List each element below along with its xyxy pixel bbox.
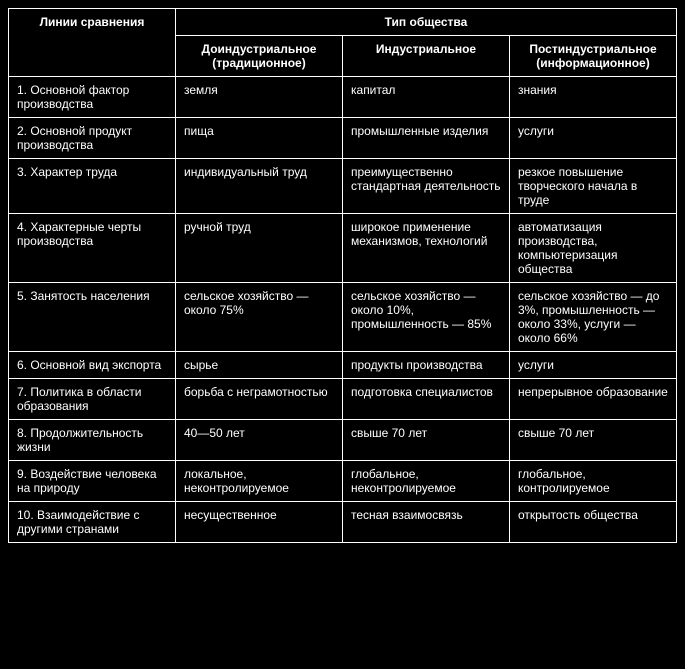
header-postindustrial: Постиндустриальное (информационное) <box>510 36 677 77</box>
cell-preindustrial: пища <box>176 118 343 159</box>
cell-preindustrial: борьба с неграмотностью <box>176 379 343 420</box>
cell-postindustrial: открытость общества <box>510 502 677 543</box>
cell-preindustrial: сырье <box>176 352 343 379</box>
table-row: 2. Основной продукт производства пища пр… <box>9 118 677 159</box>
cell-preindustrial: земля <box>176 77 343 118</box>
row-label: 2. Основной продукт производства <box>9 118 176 159</box>
table-row: 3. Характер труда индивидуальный труд пр… <box>9 159 677 214</box>
cell-industrial: свыше 70 лет <box>343 420 510 461</box>
row-label: 10. Взаимодействие с другими странами <box>9 502 176 543</box>
row-label: 7. Политика в области образования <box>9 379 176 420</box>
cell-industrial: тесная взаимосвязь <box>343 502 510 543</box>
cell-industrial: сельское хозяйство — около 10%, промышле… <box>343 283 510 352</box>
header-society-type: Тип общества <box>176 9 677 36</box>
cell-postindustrial: непрерывное образование <box>510 379 677 420</box>
header-preindustrial: Доиндустриальное (традиционное) <box>176 36 343 77</box>
table-row: 9. Воздействие человека на природу локал… <box>9 461 677 502</box>
cell-postindustrial: услуги <box>510 352 677 379</box>
cell-postindustrial: резкое повышение творческого начала в тр… <box>510 159 677 214</box>
row-label: 8. Продолжительность жизни <box>9 420 176 461</box>
cell-postindustrial: знания <box>510 77 677 118</box>
cell-postindustrial: глобальное, контролируемое <box>510 461 677 502</box>
header-comparison: Линии сравнения <box>9 9 176 77</box>
cell-postindustrial: сельское хозяйство — до 3%, промышленнос… <box>510 283 677 352</box>
table-row: 8. Продолжительность жизни 40—50 лет свы… <box>9 420 677 461</box>
cell-preindustrial: несущественное <box>176 502 343 543</box>
row-label: 3. Характер труда <box>9 159 176 214</box>
table-row: 7. Политика в области образования борьба… <box>9 379 677 420</box>
row-label: 4. Характерные черты производства <box>9 214 176 283</box>
cell-postindustrial: свыше 70 лет <box>510 420 677 461</box>
cell-industrial: глобальное, неконтролируемое <box>343 461 510 502</box>
cell-industrial: капитал <box>343 77 510 118</box>
row-label: 1. Основной фактор производства <box>9 77 176 118</box>
row-label: 6. Основной вид экспорта <box>9 352 176 379</box>
cell-preindustrial: индивидуальный труд <box>176 159 343 214</box>
table-header: Линии сравнения Тип общества Доиндустриа… <box>9 9 677 77</box>
society-types-table: Линии сравнения Тип общества Доиндустриа… <box>8 8 677 543</box>
cell-preindustrial: сельское хозяйство — около 75% <box>176 283 343 352</box>
cell-postindustrial: услуги <box>510 118 677 159</box>
table-row: 10. Взаимодействие с другими странами не… <box>9 502 677 543</box>
table-body: 1. Основной фактор производства земля ка… <box>9 77 677 543</box>
row-label: 9. Воздействие человека на природу <box>9 461 176 502</box>
cell-preindustrial: локальное, неконтролируемое <box>176 461 343 502</box>
table-row: 5. Занятость населения сельское хозяйств… <box>9 283 677 352</box>
cell-industrial: продукты производства <box>343 352 510 379</box>
cell-industrial: преимущественно стандартная деятельность <box>343 159 510 214</box>
table-row: 4. Характерные черты производства ручной… <box>9 214 677 283</box>
cell-preindustrial: ручной труд <box>176 214 343 283</box>
cell-preindustrial: 40—50 лет <box>176 420 343 461</box>
cell-industrial: широкое применение механизмов, технологи… <box>343 214 510 283</box>
row-label: 5. Занятость населения <box>9 283 176 352</box>
cell-industrial: промышленные изделия <box>343 118 510 159</box>
header-industrial: Индустриальное <box>343 36 510 77</box>
cell-industrial: подготовка специалистов <box>343 379 510 420</box>
table-row: 1. Основной фактор производства земля ка… <box>9 77 677 118</box>
table-row: 6. Основной вид экспорта сырье продукты … <box>9 352 677 379</box>
cell-postindustrial: автоматизация производства, компьютериза… <box>510 214 677 283</box>
